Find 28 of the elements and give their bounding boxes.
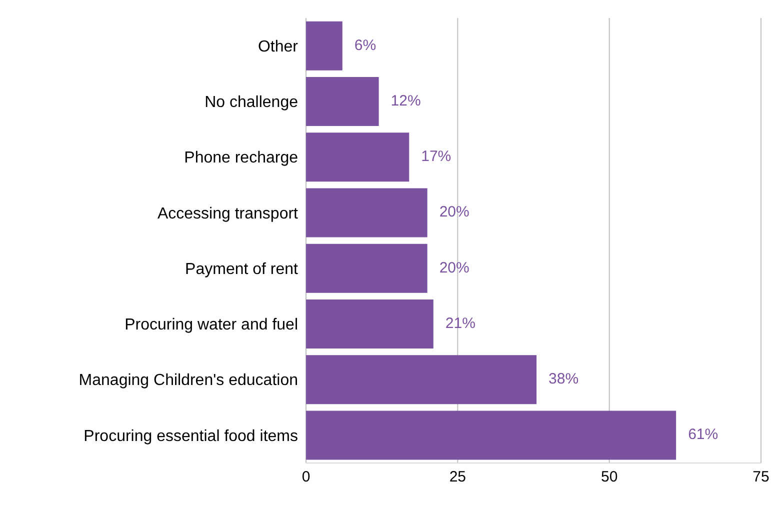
y-tick-label: Other [258, 38, 299, 56]
y-tick-label: Payment of rent [185, 260, 299, 278]
x-tick-label: 0 [302, 468, 310, 486]
bar [306, 21, 342, 70]
x-tick-label: 50 [600, 468, 618, 486]
data-label: 6% [354, 36, 376, 54]
data-label: 38% [548, 370, 579, 388]
y-tick-label: Procuring water and fuel [124, 316, 298, 334]
y-tick-label: Procuring essential food items [84, 428, 298, 445]
x-tick-label: 25 [449, 468, 466, 486]
y-tick-label: Managing Children's education [78, 372, 298, 390]
y-tick-label: No challenge [204, 94, 298, 112]
bar [306, 132, 410, 182]
bar [306, 188, 428, 238]
data-label: 61% [688, 426, 718, 444]
data-label: 20% [439, 259, 470, 276]
bar [306, 299, 434, 348]
y-tick-label: Phone recharge [184, 150, 298, 167]
data-label: 17% [421, 148, 452, 166]
y-tick-label: Accessing transport [157, 205, 299, 222]
bar [306, 410, 676, 460]
bar [306, 355, 537, 404]
x-tick-label: 75 [752, 468, 770, 486]
bar [306, 76, 379, 126]
data-label: 20% [439, 204, 470, 221]
bar [306, 244, 428, 293]
data-label: 21% [445, 314, 476, 332]
data-label: 12% [390, 92, 421, 110]
